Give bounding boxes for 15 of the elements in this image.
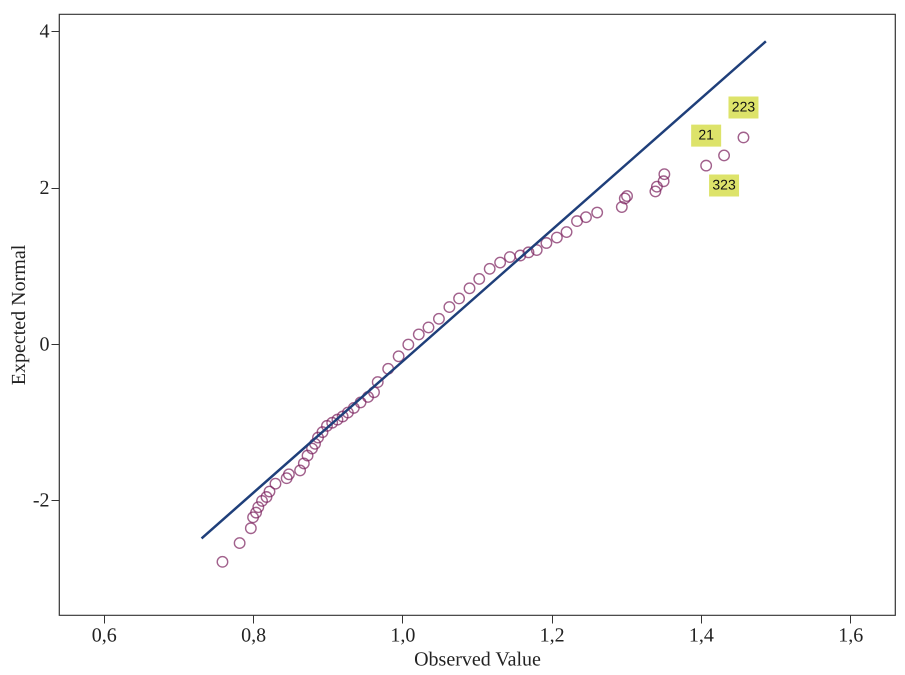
x-tick-label: 0,8 <box>241 624 266 646</box>
y-tick-label: 4 <box>40 20 50 43</box>
y-tick-label: 2 <box>40 177 50 199</box>
x-tick-label: 0,6 <box>92 624 117 646</box>
x-tick-label: 1,2 <box>540 624 565 646</box>
x-tick-label: 1,0 <box>390 624 416 646</box>
y-tick-label: -2 <box>32 490 50 512</box>
annotation: 323 <box>712 176 736 192</box>
x-tick-label: 1,6 <box>838 624 864 646</box>
annotation: 223 <box>732 98 756 114</box>
y-tick-label: 0 <box>40 333 50 356</box>
x-axis-title: Observed Value <box>414 648 542 670</box>
annotation: 21 <box>698 126 714 143</box>
y-axis-title: Expected Normal <box>8 244 30 386</box>
x-tick-label: 1,4 <box>688 624 714 646</box>
